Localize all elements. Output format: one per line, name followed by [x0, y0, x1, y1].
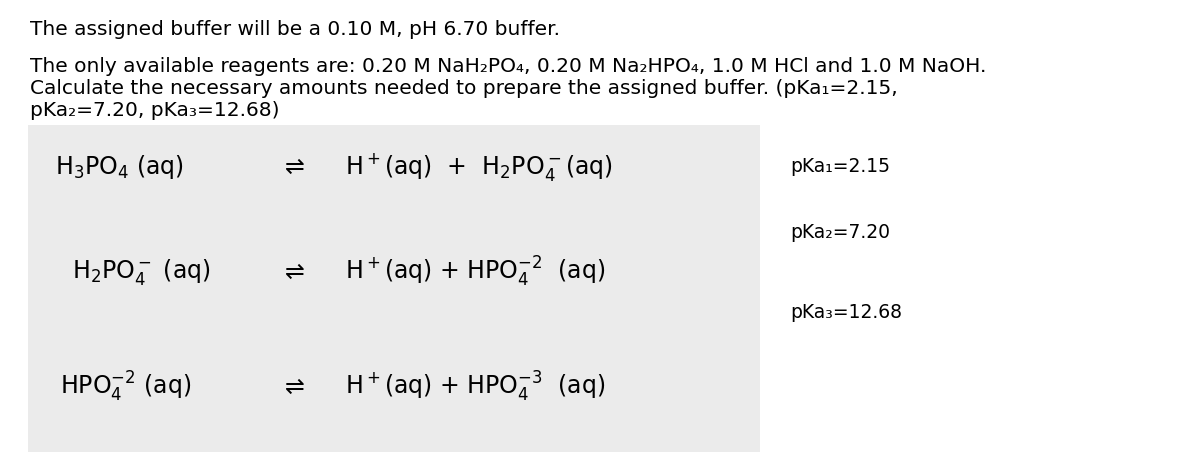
Text: H$_3$PO$_4$ (aq): H$_3$PO$_4$ (aq) — [55, 153, 184, 181]
Text: H$^+$(aq)  +  H$_2$PO$_4^-$(aq): H$^+$(aq) + H$_2$PO$_4^-$(aq) — [346, 151, 613, 183]
Text: pKa₃=12.68: pKa₃=12.68 — [790, 303, 902, 321]
Text: ⇌: ⇌ — [286, 155, 305, 179]
FancyBboxPatch shape — [28, 125, 760, 452]
Text: H$_2$PO$_4^-$ (aq): H$_2$PO$_4^-$ (aq) — [72, 257, 211, 287]
Text: H$^+$(aq) + HPO$_4^{-2}$  (aq): H$^+$(aq) + HPO$_4^{-2}$ (aq) — [346, 255, 606, 289]
Text: ⇌: ⇌ — [286, 260, 305, 284]
Text: Calculate the necessary amounts needed to prepare the assigned buffer. (pKa₁=2.1: Calculate the necessary amounts needed t… — [30, 79, 898, 98]
Text: pKa₁=2.15: pKa₁=2.15 — [790, 157, 890, 177]
Text: The assigned buffer will be a 0.10 M, pH 6.70 buffer.: The assigned buffer will be a 0.10 M, pH… — [30, 20, 560, 39]
Text: pKa₂=7.20: pKa₂=7.20 — [790, 222, 890, 241]
Text: ⇌: ⇌ — [286, 375, 305, 399]
Text: pKa₂=7.20, pKa₃=12.68): pKa₂=7.20, pKa₃=12.68) — [30, 101, 280, 120]
Text: The only available reagents are: 0.20 M NaH₂PO₄, 0.20 M Na₂HPO₄, 1.0 M HCl and 1: The only available reagents are: 0.20 M … — [30, 57, 986, 76]
Text: H$^+$(aq) + HPO$_4^{-3}$  (aq): H$^+$(aq) + HPO$_4^{-3}$ (aq) — [346, 370, 606, 404]
Text: HPO$_4^{-2}$ (aq): HPO$_4^{-2}$ (aq) — [60, 370, 191, 404]
